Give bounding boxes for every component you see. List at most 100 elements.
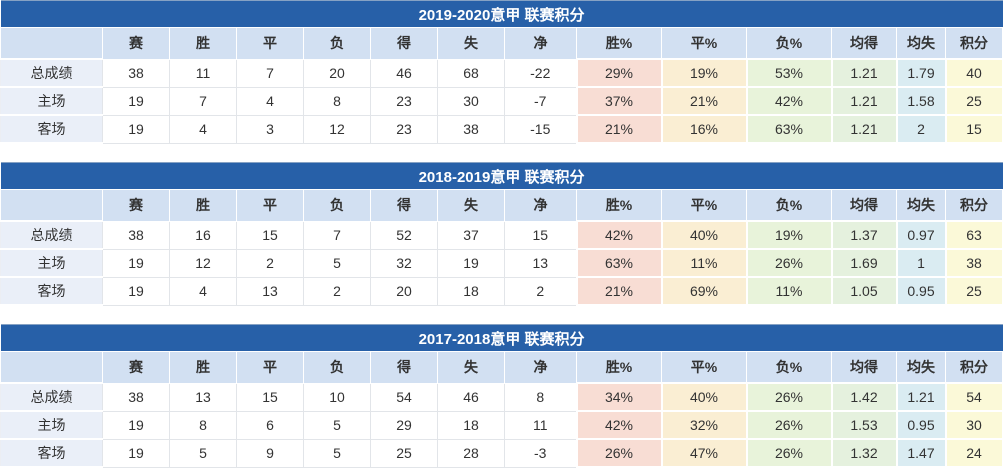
stat-cell: 16 [169,220,237,250]
stat-cell: 12 [169,248,237,278]
stat-cell: 0.95 [895,410,947,440]
stat-cell: 15 [236,382,304,412]
stat-cell: 8 [303,86,371,116]
league-points-table: 2018-2019意甲 联赛积分赛胜平负得失净胜% 平% 负% 均得 均失 积分 总成绩 38… [0,162,1003,306]
stat-cell: 46 [437,382,505,412]
column-header-row: 赛胜平负得失净胜% 平% 负% 均得 均失 积分 [0,27,1003,60]
column-header: 胜% [576,189,662,222]
stat-cell: 19 [102,276,170,306]
stat-cell: 19 [102,438,170,468]
table-row: 主场 19 8 6 5 29 18 11 42% 32% 26% 1.53 0.95 30 [0,410,1003,440]
stat-cell: 38 [102,220,170,250]
stat-cell: 53% [745,58,833,88]
stat-cell: 21% [575,276,663,306]
stat-cell: 19 [102,248,170,278]
stat-cell: 69% [660,276,748,306]
column-header: 平% [661,189,747,222]
stat-cell: -22 [504,58,577,88]
stat-cell: 26% [575,438,663,468]
column-header: 得 [370,351,438,384]
league-points-table: 2017-2018意甲 联赛积分赛胜平负得失净胜% 平% 负% 均得 均失 积分 总成绩 38… [0,324,1003,468]
stat-cell: 1.42 [830,382,898,412]
table-title-row: 2018-2019意甲 联赛积分 [0,162,1003,190]
table-row: 客场 19 4 3 12 23 38 -15 21% 16% 63% 1.21 2 15 [0,114,1003,144]
table-title-row: 2017-2018意甲 联赛积分 [0,324,1003,352]
column-header: 平% [661,351,747,384]
row-label: 总成绩 [0,382,103,412]
stat-cell: 4 [169,276,237,306]
column-header [0,189,103,222]
stat-cell: 8 [504,382,577,412]
stat-cell: 19 [437,248,505,278]
stat-cell: 29% [575,58,663,88]
stat-cell: 54 [944,382,1003,412]
table-row: 总成绩 38 13 15 10 54 46 8 34% 40% 26% 1.42 1.21 54 [0,382,1003,412]
column-header: 负 [303,351,371,384]
row-label: 客场 [0,276,103,306]
column-header: 得 [370,27,438,60]
stat-cell: 1.21 [895,382,947,412]
column-header: 胜 [169,189,237,222]
stat-cell: 23 [370,86,438,116]
stat-cell: 38 [437,114,505,144]
stat-cell: 54 [370,382,438,412]
stat-cell: 38 [102,58,170,88]
stat-cell: 19% [660,58,748,88]
stat-cell: 19 [102,410,170,440]
column-header: 净 [504,27,577,60]
stat-cell: 25 [944,276,1003,306]
column-header: 平% [661,27,747,60]
column-header: 胜 [169,27,237,60]
table-row: 总成绩 38 11 7 20 46 68 -22 29% 19% 53% 1.21 1.79 40 [0,58,1003,88]
stat-cell: 28 [437,438,505,468]
stat-cell: 42% [575,410,663,440]
stat-cell: 0.97 [895,220,947,250]
column-header: 失 [437,27,505,60]
column-header: 均得 [831,27,897,60]
column-header: 均得 [831,189,897,222]
stat-cell: 5 [303,438,371,468]
stat-cell: 63 [944,220,1003,250]
stat-cell: 23 [370,114,438,144]
stat-cell: 11% [745,276,833,306]
stat-cell: 5 [303,410,371,440]
row-label: 主场 [0,410,103,440]
row-label: 总成绩 [0,220,103,250]
stat-cell: 47% [660,438,748,468]
column-header: 均得 [831,351,897,384]
stat-cell: 1.69 [830,248,898,278]
stat-cell: 32 [370,248,438,278]
column-header [0,351,103,384]
column-header: 胜 [169,351,237,384]
column-header: 平 [236,27,304,60]
table-title: 2017-2018意甲 联赛积分 [0,324,1003,352]
stat-cell: 9 [236,438,304,468]
stat-cell: -3 [504,438,577,468]
stat-cell: 7 [303,220,371,250]
stat-cell: 46 [370,58,438,88]
stat-cell: 26% [745,438,833,468]
stat-cell: 7 [169,86,237,116]
stat-cell: -7 [504,86,577,116]
table-row: 客场 19 4 13 2 20 18 2 21% 69% 11% 1.05 0.95 25 [0,276,1003,306]
stat-cell: 2 [303,276,371,306]
stat-cell: 11% [660,248,748,278]
table-title: 2018-2019意甲 联赛积分 [0,162,1003,190]
column-header-row: 赛胜平负得失净胜% 平% 负% 均得 均失 积分 [0,189,1003,222]
column-header: 积分 [944,351,1003,384]
stat-cell: 18 [437,410,505,440]
column-header [0,27,103,60]
column-header: 净 [504,351,577,384]
stat-cell: 4 [236,86,304,116]
stat-cell: 26% [745,382,833,412]
stat-cell: 1.32 [830,438,898,468]
table-row: 总成绩 38 16 15 7 52 37 15 42% 40% 19% 1.37 0.97 63 [0,220,1003,250]
column-header: 失 [437,351,505,384]
stat-cell: 24 [944,438,1003,468]
stat-cell: 19 [102,114,170,144]
stat-cell: 10 [303,382,371,412]
stat-cell: 12 [303,114,371,144]
stat-cell: 5 [169,438,237,468]
row-label: 主场 [0,86,103,116]
stat-cell: 8 [169,410,237,440]
